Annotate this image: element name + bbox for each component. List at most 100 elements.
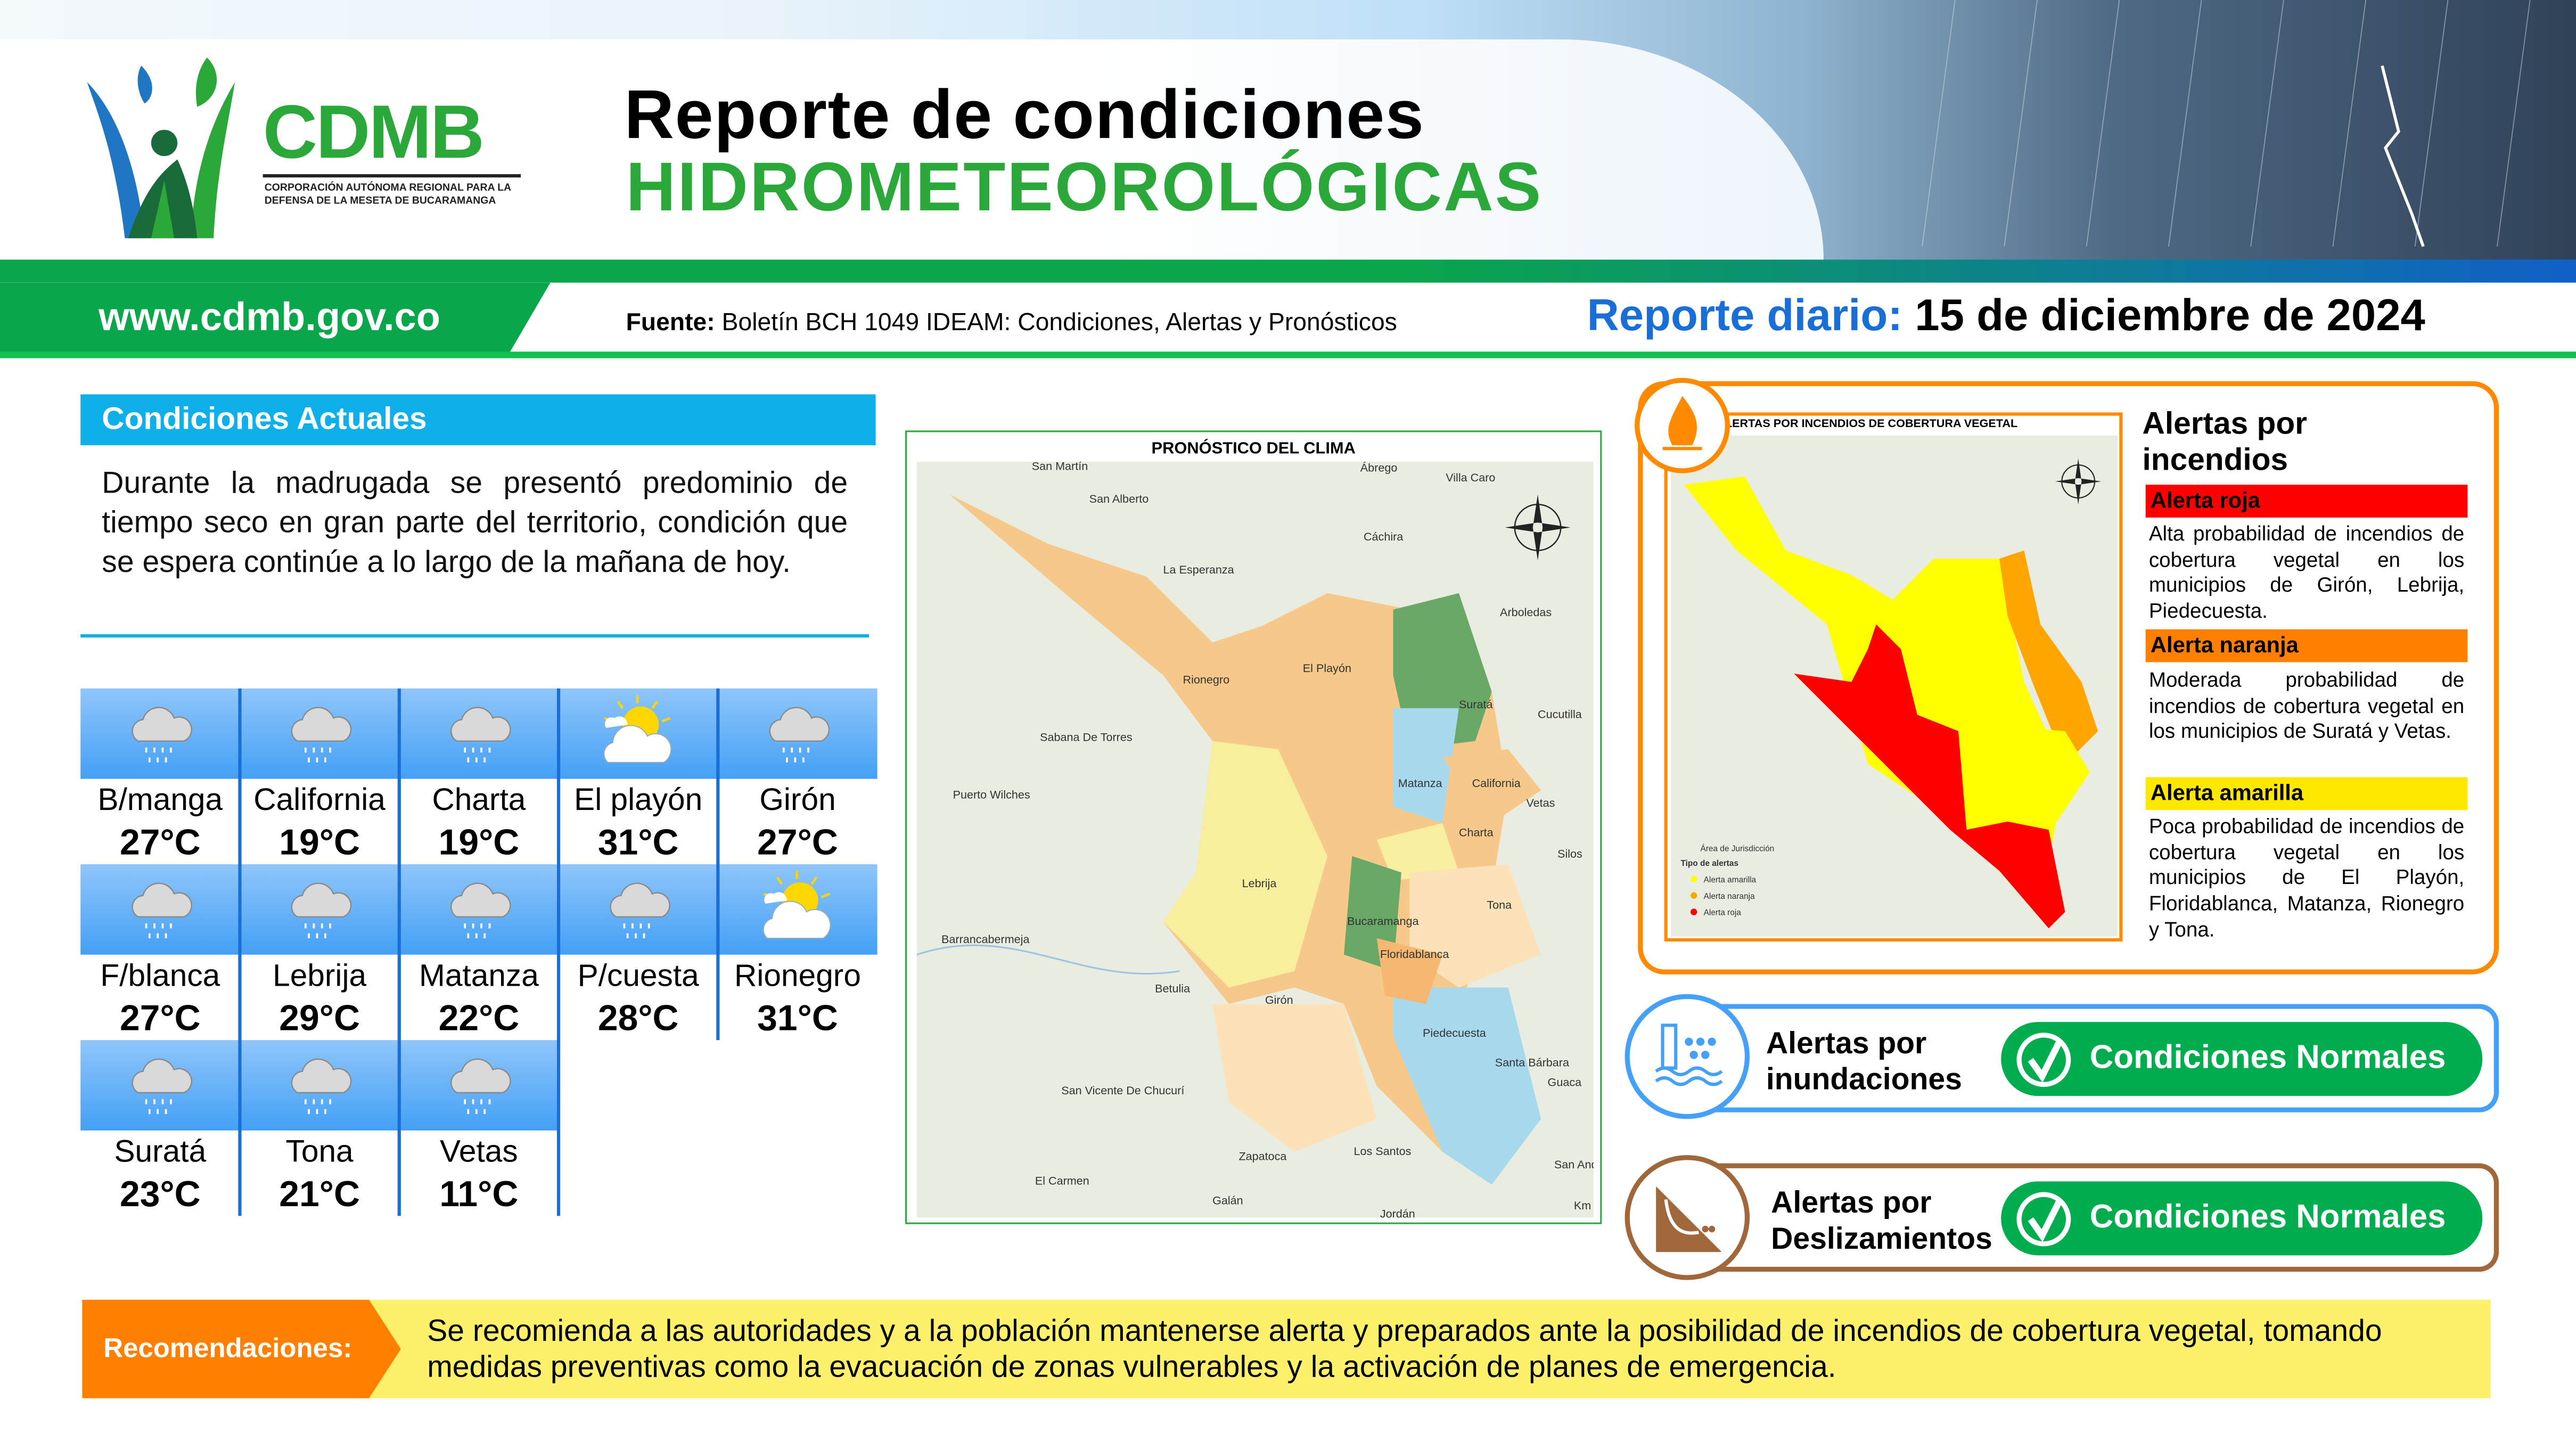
temperature: 21°C [279,1173,360,1215]
map-place-label: Galán [1212,1194,1243,1207]
temperature: 11°C [439,1173,519,1215]
legend-red: Alerta roja [1704,908,1742,918]
title-line2: HIDROMETEOROLÓGICAS [626,148,1543,225]
temperature: 28°C [597,997,679,1039]
map-place-label: Puerto Wilches [953,788,1030,801]
status-text: Condiciones Normales [2089,1040,2446,1077]
municipality-name: Matanza [419,959,539,994]
fire-map-title: ALERTAS POR INCENDIOS DE COBERTURA VEGET… [1717,419,2018,431]
conditions-heading: Condiciones Actuales [80,394,876,446]
fire-alert-map: ALERTAS POR INCENDIOS DE COBERTURA VEGET… [1664,412,2123,942]
alert-yellow-text: Poca probabilidad de incendios de cobert… [2148,815,2465,942]
label-line: inundaciones [1766,1061,1962,1096]
source-value: Boletín BCH 1049 IDEAM: Condiciones, Ale… [721,309,1397,337]
label-line: Alertas por [1771,1184,1932,1219]
rain-cloud-icon [240,1040,399,1131]
weather-grid: B/manga 27°C California 19°C Charta 19°C El pl… [80,688,877,1218]
alert-yellow-label: Alerta amarilla [2145,777,2468,811]
header-band [0,259,2576,283]
compass-icon [1505,494,1571,561]
fire-icon [1635,378,1730,473]
map-place-label: Zapatoca [1238,1149,1286,1163]
weather-cell: El playón 31°C [559,688,718,864]
map-place-label: San Andrés [1554,1158,1594,1171]
municipality-name: Lebrija [273,959,367,994]
map-place-label: Suratá [1459,698,1493,711]
fire-map-image: Alerta amarilla Alerta naranja Alerta ro… [1670,435,2118,937]
label-line: Alertas por [1766,1025,1927,1060]
weather-cell: California 19°C [240,688,399,864]
map-place-label: Matanza [1398,776,1442,790]
municipality-name: Girón [759,783,836,818]
temperature: 23°C [120,1173,201,1215]
weather-cell: F/blanca 27°C [80,864,240,1040]
rain-cloud-icon [399,1040,559,1131]
map-place-label: El Playón [1303,661,1351,675]
cdmb-logo: CDMB CORPORACIÓN AUTÓNOMA REGIONAL PARA … [79,57,526,242]
municipality-name: Rionegro [734,959,861,994]
weather-cell: P/cuesta 28°C [559,864,718,1040]
legend-area: Área de Jurisdicción [1700,844,1774,853]
label-line: Deslizamientos [1771,1221,1992,1256]
temperature: 19°C [438,821,520,863]
map-place-label: Ábrego [1360,462,1398,474]
report-date: Reporte diario: 15 de diciembre de 2024 [1587,291,2425,342]
map-place-label: La Esperanza [1163,563,1234,576]
weather-cell: Vetas 11°C [399,1040,559,1216]
rain-cloud-icon [80,1040,240,1131]
weather-cell: Rionegro 31°C [718,864,877,1040]
municipality-name: B/manga [97,783,223,818]
report-label: Reporte diario: [1587,291,1903,340]
alert-orange-label: Alerta naranja [2145,629,2468,662]
temperature: 31°C [597,821,679,863]
source-text: Fuente: Boletín BCH 1049 IDEAM: Condicio… [626,309,1397,337]
recommendations-label: Recomendaciones: [82,1299,401,1398]
legend-title: Tipo de alertas [1680,859,1738,868]
column-divider [397,688,401,1216]
landslide-icon [1625,1155,1750,1280]
recommendations-text: Se recomienda a las autoridades y a la p… [427,1313,2382,1383]
map-place-label: California [1472,776,1521,790]
map-place-label: Bucaramanga [1347,914,1418,928]
url-band [0,282,551,358]
recommendations-bar [82,1299,2491,1398]
municipality-name: P/cuesta [577,959,699,994]
landslide-alert-label: Alertas por Deslizamientos [1771,1185,1992,1257]
alert-red-label: Alerta roja [2145,485,2468,518]
municipality-name: Suratá [114,1135,207,1170]
landslide-status-badge: Condiciones Normales [2001,1181,2483,1256]
map-place-label: Betulia [1155,982,1190,995]
weather-cell: B/manga 27°C [80,688,240,864]
municipality-name: El playón [574,783,703,818]
logo-subtitle: DEFENSA DE LA MESETA DE BUCARAMANGA [264,195,496,207]
partly-sunny-icon [718,864,877,955]
rain-cloud-icon [80,864,240,955]
flood-icon [1625,994,1750,1119]
weather-cell: Matanza 22°C [399,864,559,1040]
fire-alerts-panel [1638,381,2499,975]
compass-icon [2055,458,2102,505]
rain-cloud-icon [80,688,240,779]
title-line1: Reporte de condiciones [624,75,1425,153]
report-date-value: 15 de diciembre de 2024 [1915,291,2425,340]
status-text: Condiciones Normales [2089,1199,2446,1236]
temperature: 19°C [279,821,360,863]
rain-cloud-icon [559,864,718,955]
conditions-text: Durante la madrugada se presentó predomi… [102,465,848,579]
source-label: Fuente: [626,309,715,337]
map-place-label: Santa Bárbara [1495,1055,1569,1069]
website-link[interactable]: www.cdmb.gov.co [99,296,441,340]
map-place-label: Cucutilla [1538,707,1582,721]
scale-unit: Km [1574,1199,1591,1212]
alert-orange-text: Moderada probabilidad de incendios de co… [2148,668,2465,743]
divider [0,351,2576,358]
check-circle-icon [2016,1191,2071,1246]
map-place-label: Tona [1487,898,1512,911]
check-circle-icon [2016,1032,2071,1086]
map-place-label: El Carmen [1035,1174,1089,1188]
map-place-label: Rionegro [1183,673,1230,686]
rain-storm-image [1922,0,2531,247]
weather-cell: Lebrija 29°C [240,864,399,1040]
map-place-label: Guaca [1548,1076,1582,1089]
